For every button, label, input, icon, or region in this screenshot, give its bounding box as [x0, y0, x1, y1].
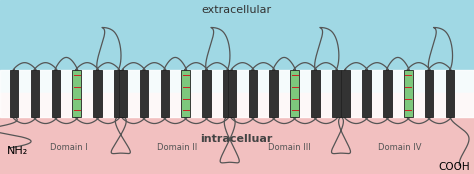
Bar	[446, 70, 454, 117]
Bar	[119, 70, 128, 117]
Bar	[114, 70, 123, 117]
Text: intracelluar: intracelluar	[201, 134, 273, 144]
Text: Domain IV: Domain IV	[378, 143, 422, 152]
Bar	[202, 70, 211, 117]
Bar	[404, 70, 412, 117]
Bar	[0, 0, 474, 93]
Bar	[425, 70, 433, 117]
Bar	[383, 70, 392, 117]
Text: NH₂: NH₂	[7, 146, 28, 156]
Text: Domain II: Domain II	[157, 143, 198, 152]
Bar	[0, 70, 474, 117]
Bar	[93, 70, 102, 117]
Text: COOH: COOH	[438, 162, 470, 172]
Text: Domain I: Domain I	[50, 143, 88, 152]
Bar	[10, 70, 18, 117]
Text: Domain III: Domain III	[267, 143, 310, 152]
Bar	[182, 70, 190, 117]
Bar	[52, 70, 60, 117]
Bar	[270, 70, 278, 117]
Text: extracellular: extracellular	[202, 5, 272, 15]
Bar	[311, 70, 319, 117]
Bar	[140, 70, 148, 117]
Bar	[31, 70, 39, 117]
Bar	[73, 70, 81, 117]
Bar	[249, 70, 257, 117]
Bar	[341, 70, 350, 117]
Bar	[291, 70, 299, 117]
Bar	[332, 70, 340, 117]
Bar	[161, 70, 169, 117]
Bar	[223, 70, 232, 117]
Bar	[0, 93, 474, 174]
Bar	[362, 70, 371, 117]
Bar	[228, 70, 237, 117]
